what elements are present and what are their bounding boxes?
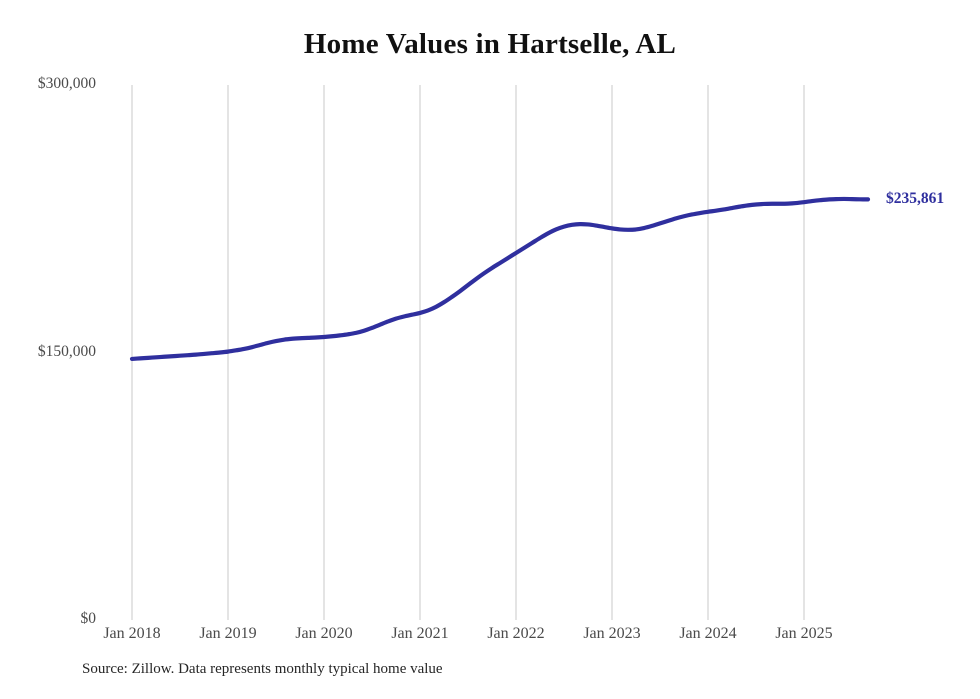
chart-title: Home Values in Hartselle, AL [303,28,677,60]
x-axis-tick-label: Jan 2023 [583,625,641,642]
x-axis-tick-label: Jan 2020 [295,625,353,642]
x-axis-tick-label: Jan 2018 [103,625,161,642]
y-axis-tick-label: $150,000 [37,342,96,360]
x-axis-tick-label: Jan 2022 [487,625,545,642]
x-axis-tick-label: Jan 2024 [679,625,737,642]
series-end-value-label: $235,861 [886,190,945,208]
data-series-group [129,196,871,362]
y-axis-tick-label: $0 [80,610,97,627]
source-note: Source: Zillow. Data represents monthly … [82,661,443,677]
x-axis-tick-label: Jan 2021 [391,625,449,642]
y-axis-tick-label: $300,000 [37,75,96,92]
x-axis-tick-label: Jan 2025 [775,625,833,642]
data-line [129,196,871,362]
x-axis-tick-label: Jan 2019 [199,625,257,642]
